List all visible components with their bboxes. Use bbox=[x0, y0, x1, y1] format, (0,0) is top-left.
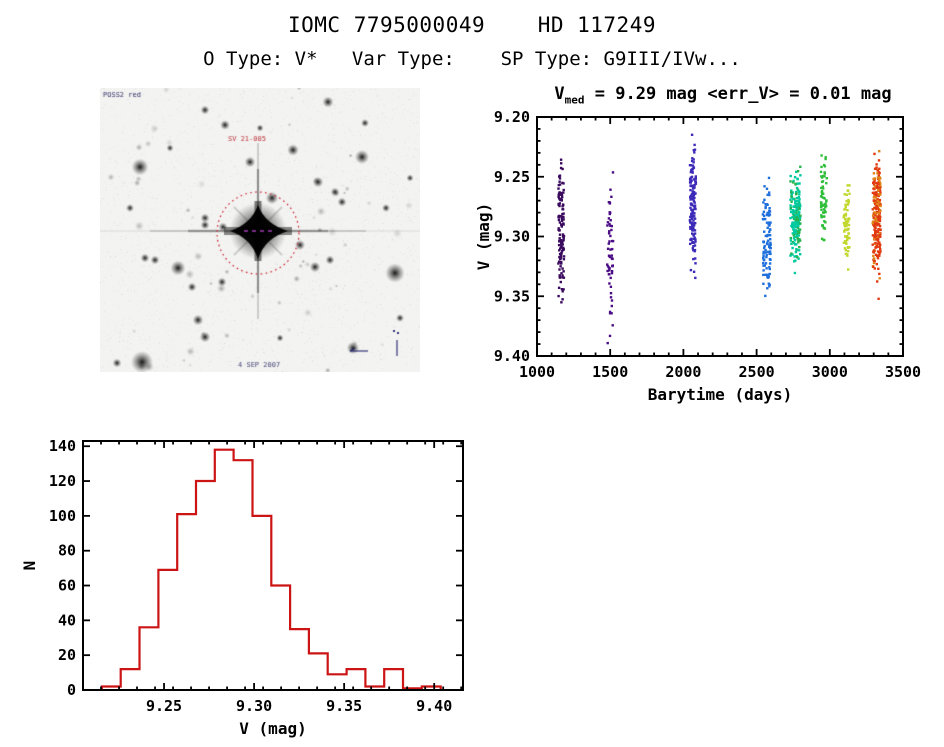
y-tick-label: 60 bbox=[58, 577, 76, 595]
x-axis-label: Barytime (days) bbox=[648, 385, 793, 404]
page-subtitle: O Type: V* Var Type: SP Type: G9III/IVw.… bbox=[203, 48, 741, 70]
x-tick-label: 3500 bbox=[885, 363, 921, 381]
page-title: IOMC 7795000049 HD 117249 bbox=[287, 13, 656, 37]
axes: 9.25 9.30 9.35 9.40 0 20 40 60 80 100 120 140 V (mag… bbox=[20, 437, 464, 738]
x-tick-label: 2000 bbox=[665, 363, 701, 381]
y-axis-label: V (mag) bbox=[474, 203, 493, 270]
finder-chart-image bbox=[100, 88, 420, 372]
x-tick-label: 9.25 bbox=[146, 697, 182, 715]
y-tick-label: 9.35 bbox=[494, 287, 530, 305]
axes: 1000 1500 2000 2500 3000 3500 9.20 9.25 9.30 9.35… bbox=[474, 108, 921, 404]
y-tick-label: 140 bbox=[49, 437, 76, 455]
x-tick-label: 2500 bbox=[739, 363, 775, 381]
y-tick-label: 120 bbox=[49, 472, 76, 490]
y-tick-label: 80 bbox=[58, 542, 76, 560]
y-axis-label: N bbox=[20, 561, 39, 571]
lightcurve-title-sub: med bbox=[564, 93, 585, 107]
y-tick-label: 9.20 bbox=[494, 108, 530, 126]
lightcurve-title-rest: = 9.29 mag <err_V> = 0.01 mag bbox=[584, 84, 892, 104]
y-tick-label: 40 bbox=[58, 611, 76, 629]
histogram-steps bbox=[100, 448, 442, 690]
y-tick-label: 20 bbox=[58, 646, 76, 664]
x-tick-label: 1500 bbox=[592, 363, 628, 381]
y-tick-label: 100 bbox=[49, 507, 76, 525]
y-tick-label: 9.25 bbox=[494, 168, 530, 186]
y-tick-label: 9.40 bbox=[494, 347, 530, 365]
lightcurve-points bbox=[557, 133, 882, 345]
x-axis-label: V (mag) bbox=[239, 719, 306, 738]
x-tick-label: 3000 bbox=[812, 363, 848, 381]
x-tick-label: 9.30 bbox=[236, 697, 272, 715]
x-tick-label: 1000 bbox=[519, 363, 555, 381]
y-tick-label: 9.30 bbox=[494, 228, 530, 246]
magnitude-histogram-plot: 9.25 9.30 9.35 9.40 0 20 40 60 80 100 120 140 V (mag… bbox=[20, 437, 464, 738]
y-tick-label: 0 bbox=[67, 681, 76, 699]
lightcurve-plot: 1000 1500 2000 2500 3000 3500 9.20 9.25 9.30 9.35… bbox=[474, 108, 921, 404]
lightcurve-title-v: V bbox=[554, 84, 565, 104]
lightcurve-title: Vmed = 9.29 mag <err_V> = 0.01 mag bbox=[500, 84, 944, 106]
x-tick-label: 9.40 bbox=[416, 697, 452, 715]
x-tick-label: 9.35 bbox=[326, 697, 362, 715]
